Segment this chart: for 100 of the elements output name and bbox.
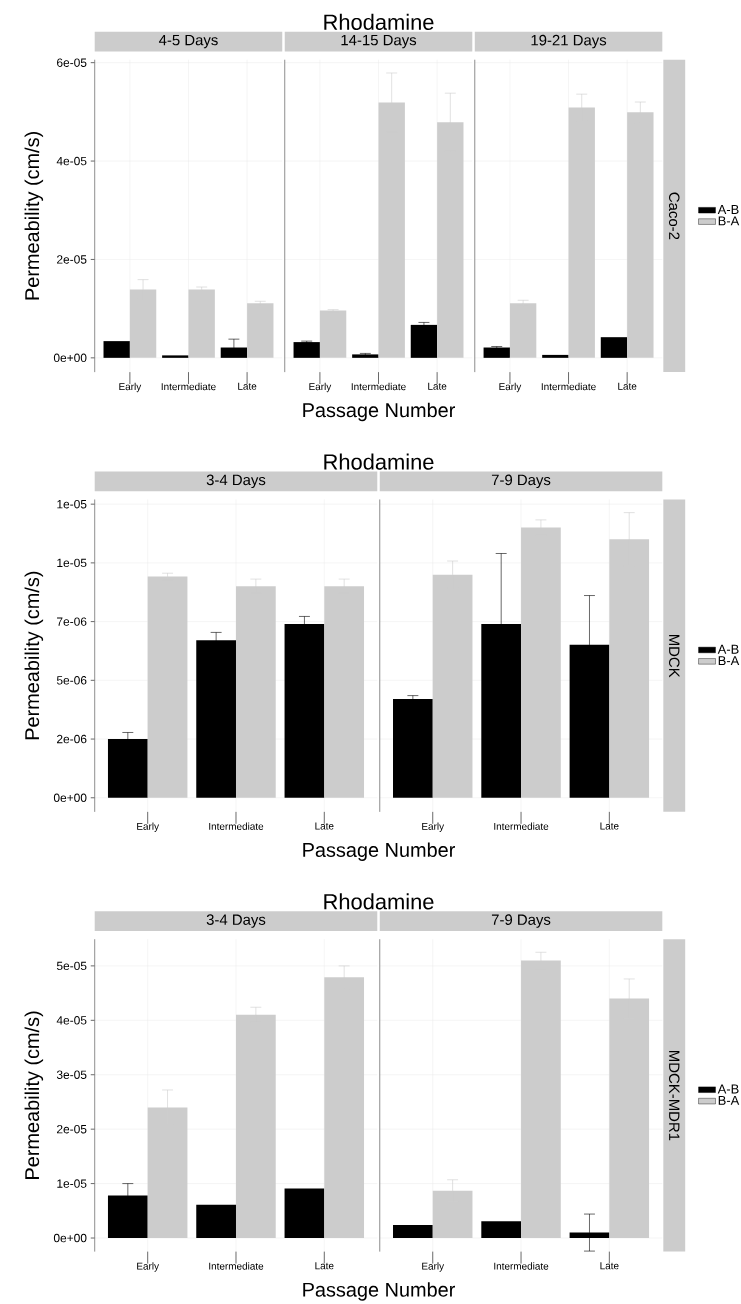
text: Rhodamine (324, 453, 434, 470)
y-axis-title: Permeability (cm/s) (24, 1011, 43, 1179)
bar (392, 1224, 433, 1239)
y-tick-label: 0e+00 (53, 793, 87, 802)
x-tick-label: Late (428, 382, 447, 390)
x-tick-label: Intermediate (541, 382, 596, 391)
legend-label: B-A (718, 216, 740, 226)
legend-label: B-A (718, 1095, 740, 1105)
bar (107, 1195, 148, 1239)
chart-title: 7-9 Days (491, 914, 551, 928)
bar (378, 102, 405, 358)
x-tick-label: Late (315, 1262, 334, 1270)
chart-title: 19-21 Days (531, 34, 606, 49)
bar (520, 527, 561, 798)
bar (319, 310, 347, 358)
x-tick-label: Intermediate (351, 382, 406, 391)
bar (196, 640, 236, 798)
chart-title: 7-9 Days (491, 474, 551, 489)
y-tick-label: 4e-05 (56, 1016, 87, 1025)
bar (284, 1188, 325, 1239)
bar (103, 341, 130, 358)
y-tick-label: 1e-05 (57, 1179, 87, 1188)
bar (569, 644, 610, 798)
bar (324, 586, 364, 798)
y-axis-title: Permeability (cm/s) (24, 132, 43, 300)
bar (235, 586, 276, 798)
x-tick-label: Late (238, 382, 257, 390)
y-tick-label: 7e-06 (56, 617, 87, 626)
bar (520, 960, 561, 1239)
legend-label: A-B (717, 205, 739, 214)
x-tick-label: Intermediate (494, 822, 549, 830)
chart-title: 4-5 Days (158, 34, 218, 49)
bar (392, 698, 433, 798)
bar (196, 1204, 236, 1239)
bar (509, 303, 537, 358)
y-tick-label: 2e-05 (56, 1124, 87, 1134)
text: Caco-2 (668, 192, 680, 240)
bar (600, 337, 628, 358)
x-tick-label: Late (618, 382, 637, 390)
bar (410, 324, 437, 358)
bar (235, 1014, 276, 1239)
y-tick-label: 0e+00 (53, 1233, 87, 1243)
x-axis-title: Passage Number (303, 1282, 455, 1301)
x-tick-label: Early (422, 822, 444, 832)
x-tick-label: Early (499, 382, 522, 393)
bar (147, 576, 188, 798)
bar (107, 739, 148, 798)
chart-title: 14-15 Days (341, 34, 416, 49)
x-tick-label: Intermediate (494, 1262, 549, 1270)
x-axis-title: Passage Number (303, 842, 455, 861)
y-tick-label: 3e-05 (56, 1070, 87, 1079)
x-tick-label: Late (600, 1262, 619, 1270)
x-tick-label: Late (315, 822, 334, 830)
y-tick-label: 5e-05 (56, 961, 87, 971)
bar (129, 289, 157, 358)
text: Rhodamine (324, 13, 434, 30)
y-tick-label: 2e-06 (56, 734, 87, 744)
x-tick-label: Early (119, 382, 142, 393)
x-tick-label: Early (137, 822, 159, 832)
text: MDCK-MDR1 (668, 1051, 680, 1141)
bar (481, 1221, 521, 1239)
bar (542, 354, 569, 358)
chart-title: 3-4 Days (206, 914, 266, 928)
bar (481, 623, 521, 798)
bar (437, 122, 464, 358)
x-tick-label: Intermediate (161, 382, 216, 391)
y-axis-title: Permeability (cm/s) (24, 571, 43, 740)
x-tick-label: Early (309, 382, 332, 393)
legend-label: A-B (717, 1084, 739, 1094)
bar (627, 112, 654, 358)
y-tick-label: 1e-05 (57, 499, 87, 509)
x-tick-label: Intermediate (209, 1262, 264, 1270)
text: Rhodamine (324, 893, 434, 910)
bar (188, 289, 215, 358)
bar (609, 998, 649, 1239)
x-tick-label: Intermediate (209, 822, 264, 830)
x-tick-label: Early (137, 1262, 159, 1272)
bar (293, 342, 320, 358)
y-tick-label: 6e-05 (56, 58, 87, 67)
text: MDCK (668, 634, 680, 678)
legend-label: B-A (718, 656, 740, 666)
y-tick-label: 4e-05 (56, 156, 87, 166)
bar (609, 539, 649, 798)
bar (246, 303, 274, 358)
bar (161, 355, 189, 358)
bar (284, 623, 325, 798)
y-tick-label: 0e+00 (53, 353, 87, 363)
y-tick-label: 2e-05 (56, 255, 87, 264)
x-tick-label: Early (422, 1262, 444, 1272)
y-tick-label: 1e-05 (57, 558, 87, 568)
bar (352, 354, 379, 358)
y-tick-label: 5e-06 (56, 676, 87, 685)
x-tick-label: Late (600, 822, 619, 830)
bar (324, 977, 364, 1239)
bar (568, 107, 595, 358)
legend-label: A-B (717, 644, 739, 654)
x-axis-title: Passage Number (303, 402, 455, 422)
bar (483, 347, 510, 358)
chart-title: 3-4 Days (206, 474, 266, 489)
bar (147, 1107, 188, 1239)
